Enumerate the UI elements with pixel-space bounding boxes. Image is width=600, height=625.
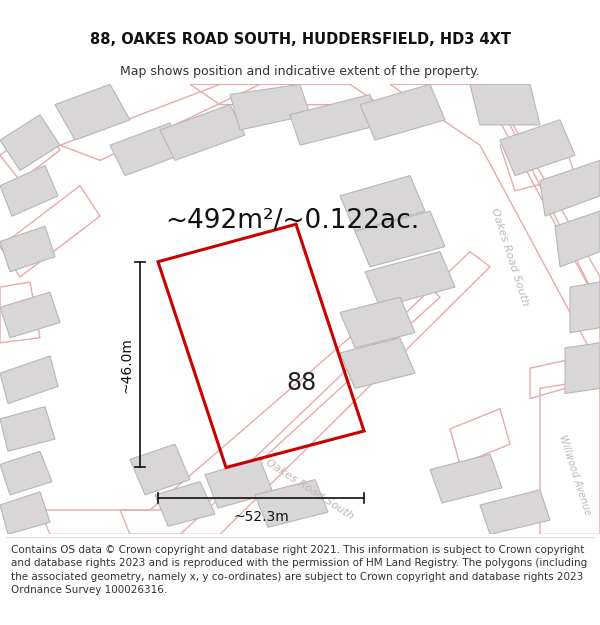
Polygon shape [205, 459, 273, 508]
Polygon shape [570, 282, 600, 332]
Polygon shape [230, 84, 310, 130]
Polygon shape [0, 407, 55, 451]
Polygon shape [0, 492, 50, 534]
Text: ~46.0m: ~46.0m [119, 337, 133, 392]
Polygon shape [0, 292, 60, 338]
Polygon shape [160, 104, 245, 161]
Polygon shape [360, 84, 445, 140]
Polygon shape [340, 298, 415, 348]
Text: Oakes Road South: Oakes Road South [264, 458, 356, 522]
Text: ~52.3m: ~52.3m [233, 510, 289, 524]
Polygon shape [290, 94, 380, 145]
Polygon shape [500, 120, 575, 176]
Polygon shape [365, 252, 455, 308]
Polygon shape [0, 451, 52, 495]
Polygon shape [0, 226, 55, 272]
Polygon shape [555, 211, 600, 267]
Text: Map shows position and indicative extent of the property.: Map shows position and indicative extent… [120, 65, 480, 78]
Text: 88, OAKES ROAD SOUTH, HUDDERSFIELD, HD3 4XT: 88, OAKES ROAD SOUTH, HUDDERSFIELD, HD3 … [89, 32, 511, 48]
Polygon shape [255, 479, 328, 528]
Text: Oakes Road South: Oakes Road South [490, 206, 530, 307]
Polygon shape [470, 84, 540, 125]
Polygon shape [430, 454, 502, 503]
Polygon shape [340, 176, 425, 231]
Polygon shape [480, 490, 550, 534]
Polygon shape [155, 482, 215, 526]
Polygon shape [565, 343, 600, 394]
Polygon shape [55, 84, 130, 140]
Polygon shape [340, 338, 415, 388]
Text: ~492m²/~0.122ac.: ~492m²/~0.122ac. [165, 208, 419, 234]
Polygon shape [355, 211, 445, 267]
Polygon shape [0, 356, 58, 404]
Polygon shape [0, 166, 58, 216]
Text: Willwood Avenue: Willwood Avenue [557, 433, 593, 516]
Text: Contains OS data © Crown copyright and database right 2021. This information is : Contains OS data © Crown copyright and d… [11, 545, 587, 595]
Text: 88: 88 [287, 371, 317, 396]
Polygon shape [130, 444, 190, 495]
Polygon shape [110, 123, 185, 176]
Polygon shape [540, 161, 600, 216]
Polygon shape [0, 115, 60, 171]
